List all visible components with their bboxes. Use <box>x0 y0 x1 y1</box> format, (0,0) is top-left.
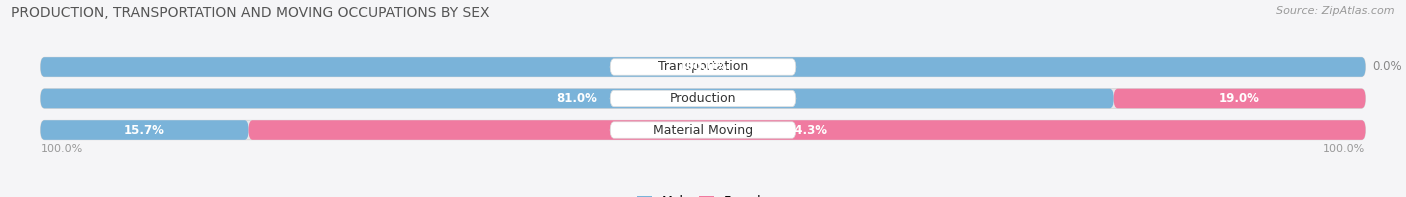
Legend: Male, Female: Male, Female <box>637 195 769 197</box>
Text: 81.0%: 81.0% <box>557 92 598 105</box>
Text: PRODUCTION, TRANSPORTATION AND MOVING OCCUPATIONS BY SEX: PRODUCTION, TRANSPORTATION AND MOVING OC… <box>11 6 489 20</box>
FancyBboxPatch shape <box>41 57 1365 77</box>
FancyBboxPatch shape <box>41 57 1365 77</box>
FancyBboxPatch shape <box>41 120 1365 140</box>
Text: 100.0%: 100.0% <box>1323 144 1365 154</box>
FancyBboxPatch shape <box>41 89 1114 108</box>
Text: Transportation: Transportation <box>658 60 748 73</box>
Text: 0.0%: 0.0% <box>1372 60 1402 73</box>
FancyBboxPatch shape <box>610 90 796 107</box>
Text: 100.0%: 100.0% <box>41 144 83 154</box>
FancyBboxPatch shape <box>1114 89 1365 108</box>
Text: 84.3%: 84.3% <box>786 124 828 137</box>
Text: 100.0%: 100.0% <box>679 60 727 73</box>
FancyBboxPatch shape <box>610 59 796 75</box>
Text: 19.0%: 19.0% <box>1219 92 1260 105</box>
Text: 15.7%: 15.7% <box>124 124 165 137</box>
Text: Source: ZipAtlas.com: Source: ZipAtlas.com <box>1277 6 1395 16</box>
FancyBboxPatch shape <box>41 120 249 140</box>
FancyBboxPatch shape <box>249 120 1365 140</box>
Text: Production: Production <box>669 92 737 105</box>
FancyBboxPatch shape <box>610 122 796 138</box>
FancyBboxPatch shape <box>41 89 1365 108</box>
Text: Material Moving: Material Moving <box>652 124 754 137</box>
